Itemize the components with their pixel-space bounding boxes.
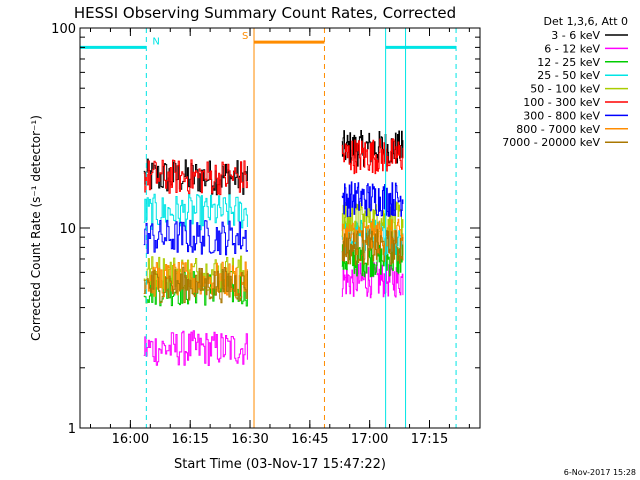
annotation-label-N: N	[152, 36, 159, 47]
series-line-1-segment-1	[143, 158, 248, 196]
axis-layer: 1 10 100 16:00 16:15 16:30 16:45 17:00 17:15	[51, 22, 480, 447]
series-line-9-segment-2	[341, 229, 404, 266]
y-tick-label-10: 10	[59, 222, 76, 237]
x-tick-label-17:00: 17:00	[351, 432, 388, 447]
x-tick-label-17:15: 17:15	[411, 432, 448, 447]
x-tick-label-16:45: 16:45	[291, 432, 328, 447]
legend-title: Det 1,3,6, Att 0	[544, 15, 628, 28]
plot-frame	[79, 27, 481, 429]
series-line-4-segment-1	[143, 193, 248, 231]
legend-label-6: 100 - 300 keV	[523, 96, 600, 109]
series-line-7-segment-1	[143, 219, 248, 256]
y-tick-label-100: 100	[51, 22, 76, 37]
legend-label-2: 6 - 12 keV	[544, 42, 600, 55]
series-line-9-segment-1	[143, 266, 248, 304]
legend-label-7: 300 - 800 keV	[523, 109, 600, 122]
data-layer	[143, 130, 404, 366]
legend-label-5: 50 - 100 keV	[530, 83, 600, 96]
legend-label-3: 12 - 25 keV	[537, 56, 600, 69]
annotation-label-S: S	[242, 31, 248, 42]
legend-label-9: 7000 - 20000 keV	[502, 136, 600, 149]
series-line-7-segment-2	[341, 181, 404, 218]
footer-date: 6-Nov-2017 15:28	[564, 468, 636, 477]
x-tick-label-16:30: 16:30	[231, 432, 268, 447]
series-line-2-segment-1	[143, 330, 248, 366]
y-tick-label-1: 1	[68, 422, 76, 437]
series-line-6-segment-2	[341, 138, 404, 175]
legend-label-1: 3 - 6 keV	[551, 29, 600, 42]
x-tick-label-16:00: 16:00	[112, 432, 149, 447]
chart-title: HESSI Observing Summary Count Rates, Cor…	[74, 4, 456, 22]
legend-label-4: 25 - 50 keV	[537, 69, 600, 82]
y-axis-label: Corrected Count Rate (s⁻¹ detector⁻¹)	[29, 115, 43, 341]
legend-label-8: 800 - 7000 keV	[516, 123, 600, 136]
x-axis-label: Start Time (03-Nov-17 15:47:22)	[174, 457, 386, 472]
series-line-6-segment-1	[143, 159, 248, 196]
x-tick-label-16:15: 16:15	[171, 432, 208, 447]
